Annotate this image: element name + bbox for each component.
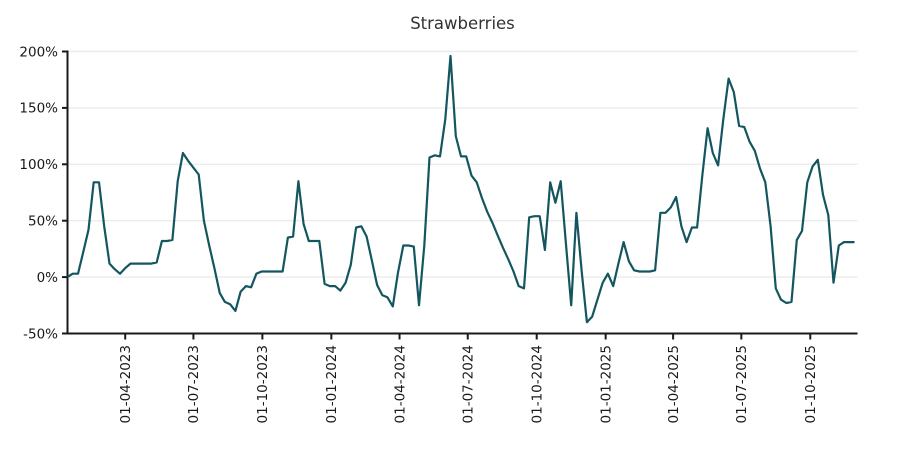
x-tick-label-01-07-2024: 01-07-2024	[461, 345, 477, 423]
y-tick-label-150: 150%	[19, 101, 58, 117]
x-tick-label-01-04-2023: 01-04-2023	[118, 345, 134, 423]
y-tick-label-200: 200%	[19, 44, 58, 60]
x-tick-label-01-10-2023: 01-10-2023	[255, 345, 271, 423]
x-tick-label-01-07-2025: 01-07-2025	[734, 345, 750, 423]
y-tick-label--50: -50%	[23, 326, 58, 342]
tick-labels: 200% 150% 100% 50% 0% -50% 01-04-2023 01-07-202…	[19, 44, 819, 423]
chart-title: Strawberries	[410, 14, 515, 33]
y-tick-label-100: 100%	[19, 157, 58, 173]
strawberries-series-line	[66, 54, 855, 324]
x-tick-label-01-01-2024: 01-01-2024	[324, 345, 340, 423]
gridlines	[67, 50, 858, 278]
x-tick-label-01-07-2023: 01-07-2023	[186, 345, 202, 423]
y-tick-label-0: 0%	[37, 270, 59, 286]
data-series	[66, 54, 855, 324]
y-tick-label-50: 50%	[28, 214, 58, 230]
x-tick-label-01-10-2024: 01-10-2024	[530, 345, 546, 423]
x-tick-label-01-10-2025: 01-10-2025	[803, 345, 819, 423]
x-tick-label-01-04-2024: 01-04-2024	[392, 345, 408, 423]
x-tick-label-01-01-2025: 01-01-2025	[598, 345, 614, 423]
tick-marks	[62, 50, 812, 340]
x-tick-label-01-04-2025: 01-04-2025	[666, 345, 682, 423]
axes	[66, 50, 858, 335]
